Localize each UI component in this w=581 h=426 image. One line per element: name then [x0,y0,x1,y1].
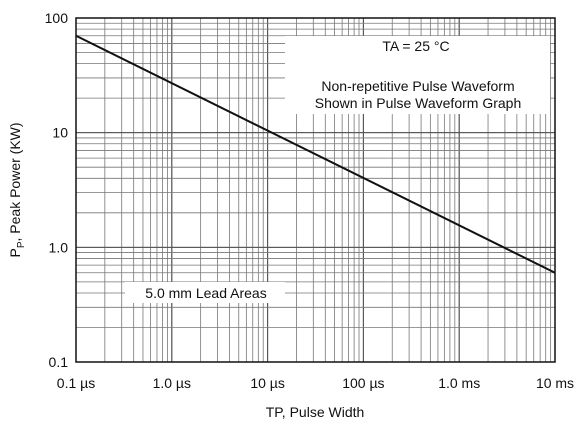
x-tick-label: 0.1 µs [57,375,95,391]
y-tick-label: 1.0 [49,239,69,255]
y-axis-label-main: P [7,248,23,257]
lead-areas-annotation: 5.0 mm Lead Areas [145,285,266,301]
x-tick-labels: 0.1 µs 1.0 µs 10 µs 100 µs 1.0 ms 10 ms [57,375,574,391]
x-axis-label: TP, Pulse Width [266,404,365,420]
y-tick-label: 0.1 [49,354,69,370]
lead-annotation-box [125,282,285,303]
waveform-annotation-line2: Shown in Pulse Waveform Graph [315,95,521,111]
x-tick-label: 10 ms [536,375,574,391]
x-tick-label: 1.0 µs [153,375,191,391]
y-tick-label: 10 [52,125,68,141]
x-tick-label: 100 µs [342,375,384,391]
y-tick-labels: 0.1 1.0 10 100 [45,10,69,370]
x-tick-label: 10 µs [250,375,285,391]
ta-annotation: TA = 25 °C [382,38,449,54]
y-axis-label: PP, Peak Power (KW) [7,122,27,257]
plot-frame [75,17,556,363]
x-tick-label: 1.0 ms [438,375,480,391]
y-axis-label-subscript: P [16,241,27,248]
ta-annotation-box [285,36,550,114]
y-tick-label: 100 [45,10,69,26]
y-axis-label-rest: , Peak Power (KW) [7,122,23,241]
waveform-annotation-line1: Non-repetitive Pulse Waveform [321,78,514,94]
series-layer [75,34,556,274]
series-line [75,34,556,274]
